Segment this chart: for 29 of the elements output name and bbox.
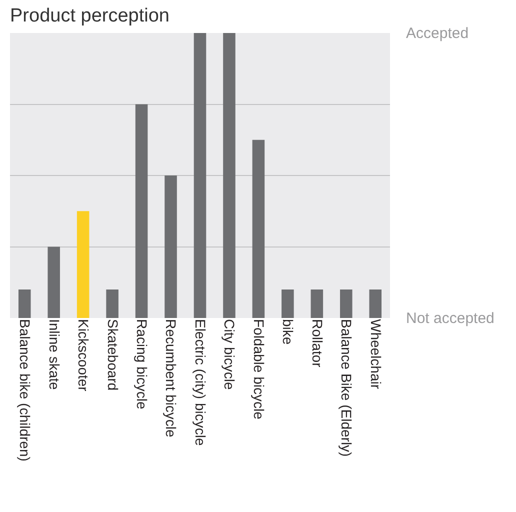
x-tick-label: Skateboard — [104, 319, 121, 391]
bar — [369, 290, 382, 318]
x-tick-label: Recumbent bicycle — [163, 319, 180, 438]
bar — [76, 211, 90, 318]
bar — [164, 176, 177, 318]
bar — [282, 290, 294, 318]
x-tick-label: Balance Bike (Elderly) — [338, 319, 355, 457]
bar — [310, 290, 324, 318]
bar — [18, 290, 31, 318]
x-tick-label: Rollator — [309, 319, 326, 368]
text: Accepted — [406, 25, 469, 42]
bar — [194, 33, 206, 318]
bar — [252, 140, 265, 318]
bar — [106, 290, 118, 318]
x-tick-label: Inline skate — [46, 319, 62, 390]
x-tick-label: Foldable bicycle — [250, 319, 267, 420]
bar — [48, 246, 60, 318]
text: Not accepted — [406, 310, 494, 327]
x-tick-label: Balance bike (children) — [17, 319, 34, 462]
bar — [223, 33, 236, 318]
x-tick-label: bike — [280, 319, 296, 345]
bar — [135, 104, 148, 318]
x-tick-label: Electric (city) bicycle — [192, 319, 208, 446]
x-tick-label: City bicycle — [222, 319, 238, 390]
bar — [340, 290, 352, 318]
x-tick-label: Racing bicycle — [134, 319, 150, 410]
x-tick-label: Kickscooter — [76, 319, 92, 392]
chart-title: Product perception — [10, 6, 170, 27]
x-tick-label: Wheelchair — [368, 319, 384, 390]
